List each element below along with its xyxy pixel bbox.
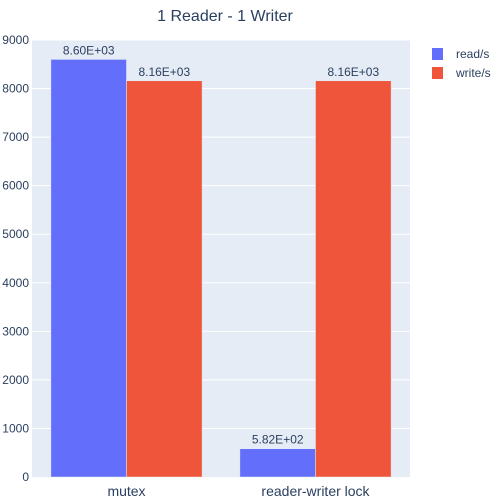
- bars: [50, 59, 392, 478]
- y-tick-labels: 0 1000 2000 3000 4000 5000 6000 7000 8000 9000: [2, 33, 29, 484]
- legend-swatch: [432, 67, 443, 79]
- x-tick-labels: mutex reader-writer lock: [107, 483, 370, 499]
- y-tick-label: 9000: [2, 33, 29, 47]
- y-tick-label: 6000: [2, 179, 29, 193]
- y-tick-label: 0: [22, 470, 29, 484]
- data-labels: 8.60E+03 8.16E+03 5.82E+02 8.16E+03: [63, 43, 380, 446]
- data-label: 5.82E+02: [252, 433, 304, 447]
- chart-title: 1 Reader - 1 Writer: [157, 8, 293, 25]
- y-tick-label: 1000: [2, 421, 29, 435]
- y-tick-label: 2000: [2, 373, 29, 387]
- legend-swatch: [432, 48, 443, 60]
- legend-label: read/s: [456, 47, 489, 61]
- bar-write-s-0: [126, 80, 203, 478]
- data-label: 8.60E+03: [63, 43, 115, 57]
- y-tick-label: 8000: [2, 82, 29, 96]
- y-tick-label: 7000: [2, 130, 29, 144]
- y-tick-label: 3000: [2, 324, 29, 338]
- bar-read-s-1: [239, 448, 316, 478]
- legend: read/s write/s: [432, 47, 491, 80]
- x-tick-label: reader-writer lock: [261, 483, 370, 499]
- bar-write-s-1: [315, 80, 392, 478]
- data-label: 8.16E+03: [138, 65, 190, 79]
- y-tick-label: 5000: [2, 227, 29, 241]
- data-label: 8.16E+03: [327, 65, 379, 79]
- x-tick-label: mutex: [107, 483, 145, 499]
- legend-label: write/s: [455, 66, 491, 80]
- bar-read-s-0: [50, 59, 127, 478]
- y-tick-label: 4000: [2, 276, 29, 290]
